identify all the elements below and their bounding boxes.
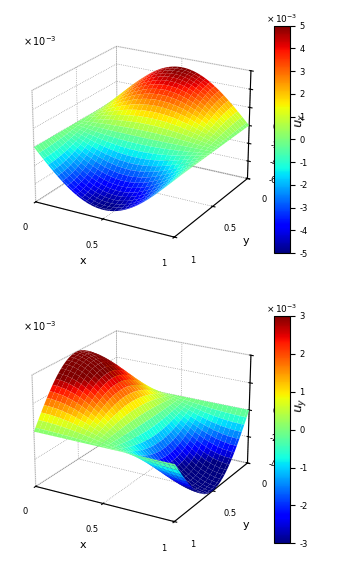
X-axis label: x: x (79, 255, 86, 266)
Text: $\times\,10^{-3}$: $\times\,10^{-3}$ (23, 319, 57, 333)
Title: $\times\,10^{-3}$: $\times\,10^{-3}$ (266, 13, 297, 25)
Y-axis label: y: y (243, 236, 249, 246)
Title: $\times\,10^{-3}$: $\times\,10^{-3}$ (266, 303, 297, 315)
X-axis label: x: x (79, 540, 86, 550)
Text: $\times\,10^{-3}$: $\times\,10^{-3}$ (23, 35, 57, 48)
Y-axis label: y: y (243, 520, 249, 530)
